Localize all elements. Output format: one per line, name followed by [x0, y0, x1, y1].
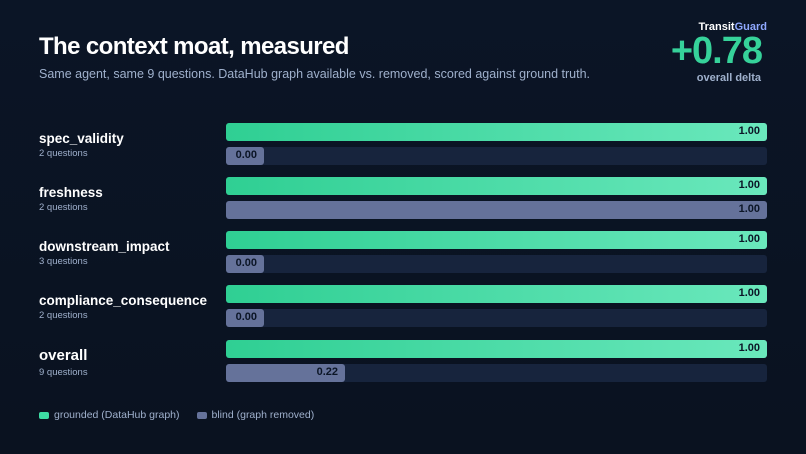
blind-value-label: 0.00 [235, 149, 257, 161]
overall-delta-label: overall delta [696, 72, 761, 84]
grounded-value-label: 1.00 [738, 342, 760, 354]
chart-row-compliance-consequence: compliance_consequence 2 questions 1.00 0.0… [0, 285, 806, 333]
blind-bar: 0.00 [226, 147, 264, 165]
brand-logo: TransitGuard [699, 21, 767, 33]
legend: grounded (DataHub graph) blind (graph re… [39, 409, 331, 421]
grounded-bar-track: 1.00 [226, 123, 767, 141]
blind-bar: 0.00 [226, 309, 264, 327]
grounded-bar: 1.00 [226, 123, 767, 141]
category-question-count: 2 questions [39, 310, 88, 321]
chart-row-freshness: freshness 2 questions 1.00 1.00 [0, 177, 806, 225]
brand-part-2: Guard [734, 21, 767, 33]
chart-row-downstream-impact: downstream_impact 3 questions 1.00 0.00 [0, 231, 806, 279]
blind-value-label: 1.00 [738, 203, 760, 215]
grounded-bar-track: 1.00 [226, 177, 767, 195]
grounded-bar-track: 1.00 [226, 340, 767, 358]
grounded-bar: 1.00 [226, 177, 767, 195]
chart-row-overall: overall 9 questions 1.00 0.22 [0, 340, 806, 388]
grounded-bar: 1.00 [226, 340, 767, 358]
blind-bar-track: 0.22 [226, 364, 767, 382]
blind-value-label: 0.22 [316, 366, 338, 378]
blind-bar: 0.00 [226, 255, 264, 273]
category-label: freshness [39, 185, 103, 200]
blind-bar-track: 0.00 [226, 255, 767, 273]
category-question-count: 3 questions [39, 256, 88, 267]
category-question-count: 9 questions [39, 367, 88, 378]
blind-value-label: 0.00 [235, 311, 257, 323]
category-label: spec_validity [39, 131, 124, 146]
blind-value-label: 0.00 [235, 257, 257, 269]
legend-swatch-blind [196, 411, 207, 419]
brand-part-1: Transit [698, 21, 735, 33]
blind-bar-track: 0.00 [226, 147, 767, 165]
legend-label-grounded: grounded (DataHub graph) [54, 409, 180, 421]
category-label: overall [39, 347, 88, 364]
blind-bar-track: 1.00 [226, 201, 767, 219]
grounded-value-label: 1.00 [738, 287, 760, 299]
grounded-value-label: 1.00 [738, 233, 760, 245]
grounded-bar: 1.00 [226, 231, 767, 249]
page-title: The context moat, measured [39, 33, 349, 60]
blind-bar: 0.22 [226, 364, 345, 382]
grounded-bar-track: 1.00 [226, 231, 767, 249]
legend-item-grounded: grounded (DataHub graph) [39, 409, 180, 421]
category-question-count: 2 questions [39, 202, 88, 213]
blind-bar-track: 0.00 [226, 309, 767, 327]
category-label: downstream_impact [39, 239, 170, 254]
legend-swatch-grounded [39, 411, 49, 419]
category-label: compliance_consequence [39, 293, 208, 308]
category-question-count: 2 questions [39, 148, 88, 159]
page-subtitle: Same agent, same 9 questions. DataHub gr… [39, 67, 591, 81]
grounded-bar: 1.00 [226, 285, 767, 303]
overall-delta-value: +0.78 [670, 30, 763, 72]
grounded-value-label: 1.00 [738, 125, 760, 137]
legend-item-blind: blind (graph removed) [196, 409, 315, 421]
grounded-value-label: 1.00 [738, 179, 760, 191]
chart-row-spec-validity: spec_validity 2 questions 1.00 0.00 [0, 123, 806, 171]
blind-bar: 1.00 [226, 201, 767, 219]
legend-label-blind: blind (graph removed) [211, 409, 315, 421]
grounded-bar-track: 1.00 [226, 285, 767, 303]
